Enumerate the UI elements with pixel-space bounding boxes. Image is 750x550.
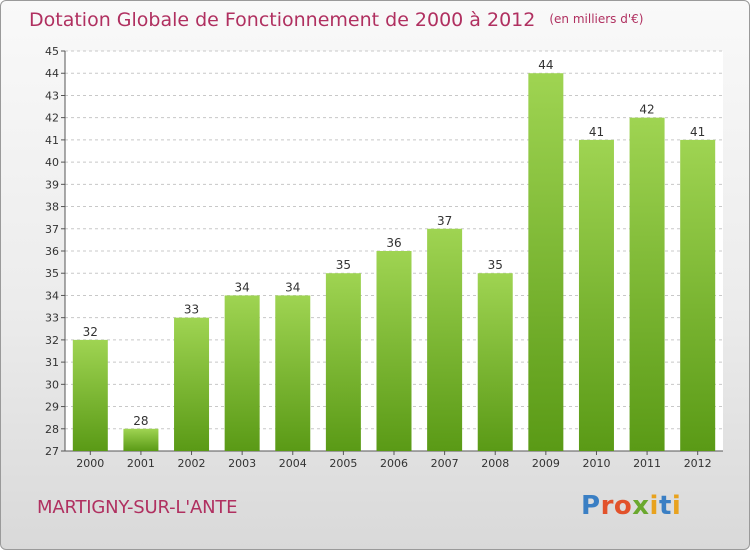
bar [275, 295, 311, 451]
bar [477, 273, 513, 451]
bar [123, 428, 159, 451]
x-tick-label: 2010 [582, 457, 610, 470]
logo-letter: t [658, 491, 672, 521]
y-tick-label: 44 [45, 67, 59, 80]
commune-name: MARTIGNY-SUR-L'ANTE [37, 497, 238, 518]
y-tick-label: 39 [45, 178, 59, 191]
bar [72, 339, 108, 451]
data-label: 34 [285, 280, 300, 294]
chart-title: Dotation Globale de Fonctionnement de 20… [29, 9, 643, 31]
data-label: 44 [538, 58, 553, 72]
chart-title-text: Dotation Globale de Fonctionnement de 20… [29, 9, 536, 31]
x-tick-label: 2003 [228, 457, 256, 470]
data-label: 35 [336, 258, 351, 272]
x-tick-label: 2009 [532, 457, 560, 470]
bar [325, 273, 361, 451]
bar [376, 251, 412, 451]
bar [629, 117, 665, 452]
y-tick-label: 37 [45, 223, 59, 236]
y-tick-label: 41 [45, 134, 59, 147]
data-label: 36 [386, 236, 401, 250]
y-tick-label: 30 [45, 378, 59, 391]
y-tick-label: 31 [45, 356, 59, 369]
x-tick-label: 2000 [76, 457, 104, 470]
data-label: 42 [639, 103, 654, 117]
bar [427, 228, 463, 451]
data-label: 34 [235, 280, 250, 294]
bar [224, 295, 260, 451]
data-label: 41 [589, 125, 604, 139]
logo-letter: r [600, 491, 614, 521]
x-tick-label: 2002 [178, 457, 206, 470]
y-tick-label: 34 [45, 289, 59, 302]
data-label: 35 [488, 258, 503, 272]
y-tick-label: 29 [45, 401, 59, 414]
y-tick-label: 28 [45, 423, 59, 436]
y-tick-label: 35 [45, 267, 59, 280]
bar [578, 139, 614, 451]
bar [680, 139, 716, 451]
logo-letter: o [613, 491, 633, 521]
x-tick-label: 2007 [431, 457, 459, 470]
x-tick-label: 2008 [481, 457, 509, 470]
logo-letter: i [671, 491, 682, 521]
y-tick-label: 27 [45, 445, 59, 458]
y-tick-label: 33 [45, 312, 59, 325]
data-label: 41 [690, 125, 705, 139]
y-tick-label: 42 [45, 112, 59, 125]
y-tick-label: 43 [45, 89, 59, 102]
y-tick-label: 45 [45, 45, 59, 58]
y-tick-label: 40 [45, 156, 59, 169]
y-tick-label: 36 [45, 245, 59, 258]
logo-letter: P [581, 491, 601, 521]
chart-unit-label: (en milliers d'€) [549, 12, 644, 26]
x-tick-label: 2012 [684, 457, 712, 470]
data-label: 33 [184, 303, 199, 317]
x-tick-label: 2001 [127, 457, 155, 470]
y-tick-label: 38 [45, 201, 59, 214]
y-tick-label: 32 [45, 334, 59, 347]
bar [174, 317, 210, 451]
x-tick-label: 2006 [380, 457, 408, 470]
x-tick-label: 2011 [633, 457, 661, 470]
logo-letter: x [632, 491, 650, 521]
bar [528, 73, 564, 451]
proxiti-logo: Proxiti [581, 491, 681, 521]
logo-letter: i [649, 491, 659, 521]
data-label: 32 [83, 325, 98, 339]
data-label: 37 [437, 214, 452, 228]
data-label: 28 [133, 414, 148, 428]
x-tick-label: 2005 [329, 457, 357, 470]
x-tick-label: 2004 [279, 457, 307, 470]
